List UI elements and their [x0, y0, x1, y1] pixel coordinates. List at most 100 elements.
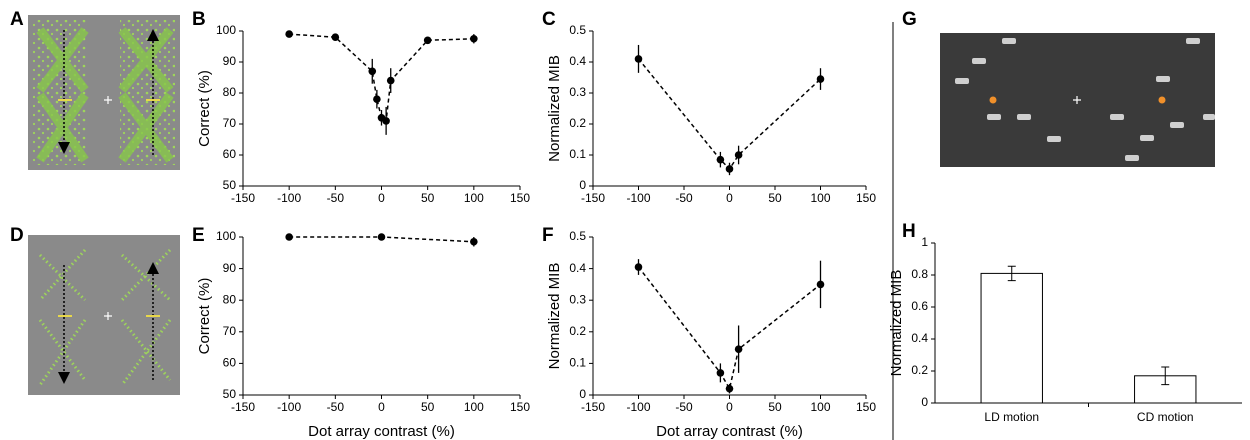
y-axis-label: Correct (%) — [196, 278, 213, 355]
data-point — [725, 165, 734, 173]
y-axis-label: Correct (%) — [196, 70, 213, 147]
y-axis-label: Normalized MIB — [546, 55, 563, 162]
x-tick-label: 50 — [768, 400, 782, 414]
y-tick-label: 0.1 — [569, 356, 586, 370]
x-tick-label: 150 — [856, 191, 876, 205]
y-tick-label: 100 — [216, 23, 236, 37]
y-tick-label: 80 — [223, 292, 237, 306]
x-axis-label: Dot array contrast (%) — [308, 423, 455, 440]
y-tick-label: 100 — [216, 229, 236, 243]
data-point — [382, 117, 390, 125]
x-tick-label: -150 — [231, 191, 255, 205]
y-tick-label: 0.3 — [569, 85, 586, 99]
x-tick-label: -50 — [327, 400, 345, 414]
y-tick-label: 90 — [223, 54, 237, 68]
y-tick-label: 0 — [579, 178, 586, 192]
x-tick-label: 0 — [726, 191, 733, 205]
panel-label: C — [542, 9, 556, 30]
x-tick-label: 100 — [464, 400, 484, 414]
y-tick-label: 0.2 — [569, 116, 586, 130]
stimulus-g — [940, 33, 1215, 167]
data-point — [386, 76, 395, 85]
y-tick-label: 0.1 — [569, 147, 586, 161]
y-tick-label: 50 — [223, 178, 237, 192]
stimulus-d — [28, 235, 180, 395]
panel-label: D — [10, 225, 24, 246]
data-point — [816, 280, 825, 289]
x-tick-label: CD motion — [1137, 410, 1194, 424]
x-tick-label: -100 — [277, 400, 301, 414]
y-tick-label: 0.4 — [569, 261, 586, 275]
data-point — [423, 36, 432, 45]
x-tick-label: 0 — [378, 400, 385, 414]
y-axis-label: Normalized MIB — [888, 270, 905, 377]
data-point — [816, 75, 825, 83]
y-tick-label: 50 — [223, 387, 237, 401]
panel-label: B — [192, 9, 206, 30]
x-tick-label: -150 — [581, 400, 605, 414]
data-line — [637, 266, 821, 391]
x-tick-label: -150 — [581, 191, 605, 205]
y-axis-label: Normalized MIB — [546, 263, 563, 370]
data-point — [377, 233, 386, 241]
y-tick-label: 0.4 — [569, 54, 586, 68]
y-tick-label: 70 — [223, 116, 237, 130]
data-point — [285, 30, 293, 38]
x-axis-label: Dot array contrast (%) — [656, 423, 803, 440]
y-tick-label: 60 — [223, 147, 237, 161]
panel-label: E — [192, 225, 205, 246]
data-point — [716, 155, 725, 164]
data-point — [368, 67, 377, 76]
data-point — [285, 233, 293, 241]
y-tick-label: 80 — [223, 85, 237, 99]
stimulus-a — [28, 15, 180, 170]
data-point — [725, 384, 734, 393]
x-tick-label: 100 — [810, 191, 830, 205]
data-point — [470, 237, 478, 246]
data-point — [373, 95, 381, 103]
error-bar — [1161, 366, 1170, 386]
x-tick-label: 50 — [768, 191, 782, 205]
y-tick-label: 0.4 — [911, 331, 928, 345]
x-tick-label: LD motion — [984, 410, 1039, 424]
y-tick-label: 1 — [921, 235, 928, 249]
data-line — [637, 58, 822, 171]
data-point — [331, 33, 340, 41]
data-point — [470, 34, 478, 43]
x-tick-label: 100 — [464, 191, 484, 205]
y-tick-label: 70 — [223, 324, 237, 338]
y-tick-label: 0 — [921, 395, 928, 409]
x-tick-label: -50 — [675, 191, 693, 205]
data-point — [634, 263, 643, 271]
bar — [980, 272, 1043, 404]
y-tick-label: 90 — [223, 261, 237, 275]
data-point — [734, 151, 743, 159]
panel-label: F — [542, 225, 554, 246]
x-tick-label: 50 — [421, 191, 435, 205]
y-tick-label: 0 — [579, 387, 586, 401]
y-tick-label: 60 — [223, 356, 237, 370]
panel-label: H — [902, 221, 916, 242]
x-tick-label: -150 — [231, 400, 255, 414]
y-tick-label: 0.5 — [569, 229, 586, 243]
y-tick-label: 0.8 — [911, 267, 928, 281]
x-tick-label: 150 — [856, 400, 876, 414]
panel-label: A — [10, 9, 24, 30]
x-tick-label: 150 — [510, 400, 530, 414]
x-tick-label: 100 — [810, 400, 830, 414]
x-tick-label: -100 — [626, 191, 650, 205]
x-tick-label: -50 — [675, 400, 693, 414]
x-tick-label: -100 — [277, 191, 301, 205]
data-line — [289, 33, 474, 123]
error-bar — [1007, 265, 1016, 282]
x-tick-label: 0 — [726, 400, 733, 414]
x-tick-label: 150 — [510, 191, 530, 205]
y-tick-label: 0.5 — [569, 23, 586, 37]
data-point — [734, 345, 743, 353]
y-tick-label: 0.6 — [911, 299, 928, 313]
x-tick-label: 0 — [378, 191, 385, 205]
data-point — [716, 369, 725, 377]
panel-label: G — [902, 9, 917, 30]
x-tick-label: 50 — [421, 400, 435, 414]
